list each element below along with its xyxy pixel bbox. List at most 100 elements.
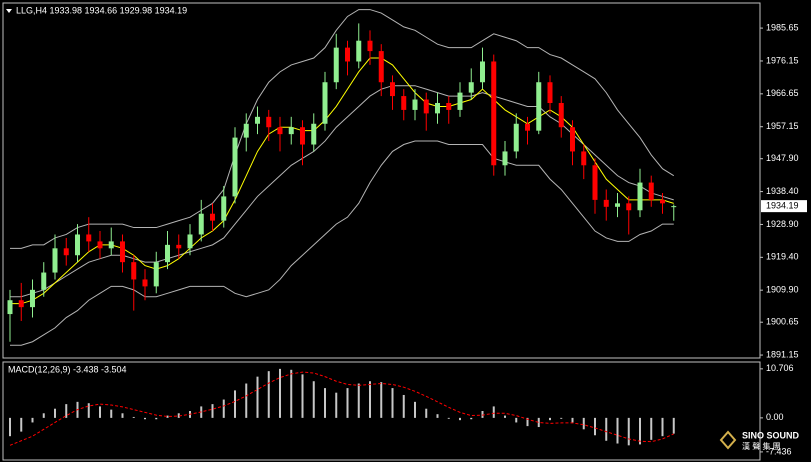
candle-body bbox=[52, 248, 58, 273]
macd-bar bbox=[369, 381, 371, 418]
macd-bar bbox=[166, 415, 169, 418]
macd-bar bbox=[42, 413, 45, 418]
macd-bar bbox=[571, 417, 574, 423]
logo: SINO SOUND 漢 聲 集 團 bbox=[719, 430, 800, 451]
logo-subtext: 漢 聲 集 團 bbox=[742, 441, 781, 451]
macd-bar bbox=[20, 417, 23, 432]
macd-bar bbox=[425, 408, 428, 418]
macd-bar bbox=[582, 417, 585, 430]
macd-bar bbox=[234, 390, 236, 418]
candle-body bbox=[423, 99, 429, 114]
y-tick-label: 1909.90 bbox=[766, 285, 799, 295]
candle-body bbox=[570, 127, 575, 152]
macd-bar bbox=[177, 413, 180, 418]
y-tick-label: 1938.40 bbox=[766, 186, 799, 196]
macd-bar bbox=[155, 417, 158, 420]
y-tick-label: 1900.65 bbox=[766, 317, 799, 327]
candle-body bbox=[333, 47, 339, 83]
candle-body bbox=[525, 123, 530, 131]
candle-body bbox=[648, 182, 654, 200]
macd-bar bbox=[661, 417, 664, 437]
y-tick-label: 1919.40 bbox=[766, 252, 799, 262]
macd-bar bbox=[470, 417, 473, 420]
dropdown-icon[interactable] bbox=[6, 9, 12, 13]
macd-bar bbox=[9, 417, 11, 437]
candle-body bbox=[198, 213, 204, 235]
macd-title: MACD(12,26,9) -3.438 -3.504 bbox=[8, 364, 127, 374]
price-box bbox=[761, 200, 807, 213]
macd-bar bbox=[312, 381, 315, 418]
price-panel bbox=[2, 2, 761, 359]
candle-body bbox=[615, 203, 620, 207]
macd-bar bbox=[301, 374, 304, 418]
macd-bar bbox=[594, 417, 596, 436]
macd-bar bbox=[605, 417, 608, 441]
candle-body bbox=[288, 127, 294, 135]
candle-body bbox=[558, 102, 564, 128]
candle-body bbox=[468, 82, 474, 93]
candle-body bbox=[75, 234, 80, 256]
macd-bar bbox=[144, 417, 146, 420]
macd-bar bbox=[549, 417, 551, 421]
candle-body bbox=[671, 206, 677, 208]
candle-body bbox=[412, 99, 418, 110]
candle-body bbox=[603, 199, 609, 207]
candle-body bbox=[513, 123, 519, 152]
macd-bar bbox=[459, 417, 461, 421]
macd-bar bbox=[245, 383, 248, 418]
candle-body bbox=[266, 116, 272, 128]
y-tick-label: 10.706 bbox=[766, 363, 794, 373]
candle-body bbox=[536, 82, 542, 131]
chart-title: LLG,H4 1933.98 1934.66 1929.98 1934.19 bbox=[16, 5, 187, 15]
macd-bar bbox=[290, 369, 293, 418]
candle-body bbox=[345, 47, 350, 62]
candle-body bbox=[63, 248, 69, 256]
macd-bar bbox=[335, 392, 338, 418]
macd-bar bbox=[560, 417, 563, 419]
candle-body bbox=[626, 203, 632, 211]
candle-body bbox=[176, 244, 182, 249]
candle-body bbox=[210, 213, 215, 221]
y-tick-label: 0.00 bbox=[766, 412, 784, 422]
macd-bar bbox=[672, 417, 675, 434]
candle-body bbox=[18, 300, 24, 308]
macd-bar bbox=[256, 376, 259, 418]
macd-bar bbox=[222, 399, 225, 418]
macd-bar bbox=[54, 408, 56, 418]
candle-body bbox=[243, 123, 249, 138]
macd-bar bbox=[515, 417, 518, 423]
candle-body bbox=[547, 82, 553, 103]
macd-bar bbox=[627, 417, 630, 446]
candle-body bbox=[311, 123, 317, 145]
candle-body bbox=[41, 272, 47, 290]
candle-body bbox=[187, 234, 193, 249]
overlay-line bbox=[10, 140, 674, 346]
macd-bar bbox=[324, 388, 326, 418]
macd-bar bbox=[121, 413, 124, 418]
candle-body bbox=[131, 262, 137, 280]
macd-bar bbox=[211, 404, 214, 418]
macd-bar bbox=[436, 414, 439, 418]
candle-body bbox=[390, 82, 395, 97]
macd-bar bbox=[87, 403, 90, 418]
signal-line bbox=[9, 371, 674, 446]
macd-bar bbox=[616, 417, 619, 444]
candle-body bbox=[153, 262, 159, 287]
candle-body bbox=[165, 244, 170, 263]
macd-bar bbox=[639, 417, 641, 445]
macd-bar bbox=[504, 415, 506, 418]
macd-bar bbox=[526, 417, 529, 427]
candle-body bbox=[142, 279, 148, 287]
y-tick-label: 1957.15 bbox=[766, 121, 799, 131]
current-price: 1934.19 bbox=[766, 201, 799, 211]
candle-body bbox=[367, 40, 373, 52]
candle-body bbox=[592, 165, 598, 200]
macd-bar bbox=[65, 404, 68, 418]
macd-bar bbox=[380, 382, 383, 418]
macd-bar bbox=[391, 388, 394, 418]
y-tick-label: -7.436 bbox=[766, 446, 792, 456]
y-tick-label: 1947.90 bbox=[766, 153, 799, 163]
candle-body bbox=[120, 241, 125, 263]
macd-bar bbox=[31, 417, 34, 423]
